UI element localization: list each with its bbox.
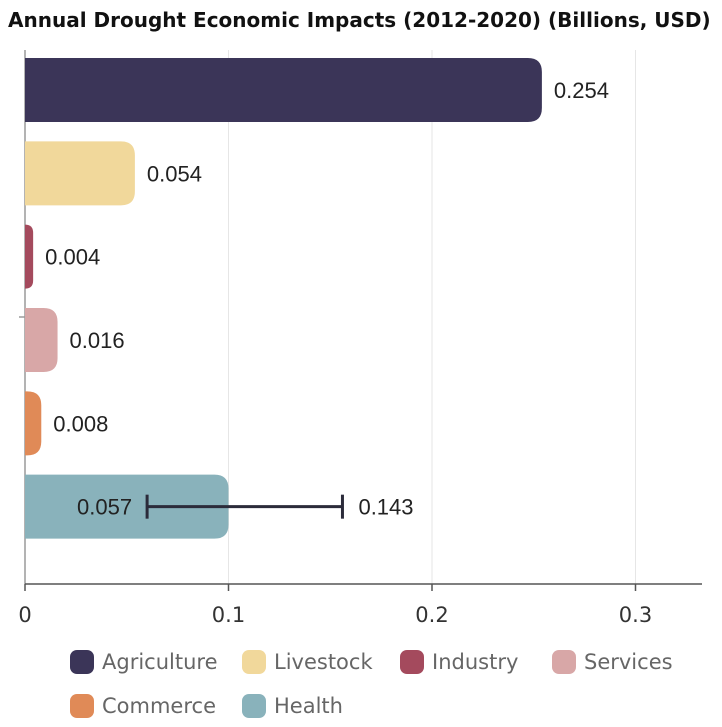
- legend-swatch: [70, 694, 94, 718]
- legend-label: Health: [274, 694, 343, 718]
- bar-chart: 0 0.1 0.2 0.3 0.254 0.054 0.004 0.016 0.008 0.057…: [18, 50, 702, 627]
- legend-label: Livestock: [274, 650, 373, 674]
- data-label-low: 0.057: [77, 495, 132, 520]
- legend-item-services: Services: [552, 650, 673, 674]
- legend-swatch: [552, 650, 576, 674]
- legend-label: Services: [584, 650, 673, 674]
- x-tick-label: 0.1: [212, 603, 245, 627]
- legend-swatch: [242, 694, 266, 718]
- chart-title: Annual Drought Economic Impacts (2012-20…: [8, 8, 711, 32]
- legend-swatch: [242, 650, 266, 674]
- legend-item-health: Health: [242, 694, 343, 718]
- bar-livestock: [25, 141, 135, 206]
- legend-item-agriculture: Agriculture: [70, 650, 218, 674]
- legend-item-commerce: Commerce: [70, 694, 216, 718]
- x-tick-label: 0.2: [415, 603, 448, 627]
- x-tick-label: 0.3: [619, 603, 652, 627]
- legend-item-livestock: Livestock: [242, 650, 373, 674]
- legend-label: Industry: [432, 650, 519, 674]
- data-label: 0.004: [45, 245, 100, 270]
- data-label: 0.054: [147, 161, 202, 186]
- legend-label: Agriculture: [102, 650, 218, 674]
- legend-swatch: [400, 650, 424, 674]
- legend-swatch: [70, 650, 94, 674]
- data-label-high: 0.143: [358, 495, 413, 520]
- x-tick-label: 0: [18, 603, 31, 627]
- bar-services: [25, 308, 58, 372]
- bar-commerce: [25, 391, 42, 456]
- bar-health: [25, 474, 229, 539]
- data-label: 0.016: [70, 328, 125, 353]
- bar-agriculture: [25, 58, 542, 122]
- legend-item-industry: Industry: [400, 650, 518, 674]
- legend-label: Commerce: [102, 694, 216, 718]
- bar-industry: [25, 224, 34, 289]
- data-label: 0.008: [53, 411, 108, 436]
- data-label: 0.254: [554, 78, 609, 103]
